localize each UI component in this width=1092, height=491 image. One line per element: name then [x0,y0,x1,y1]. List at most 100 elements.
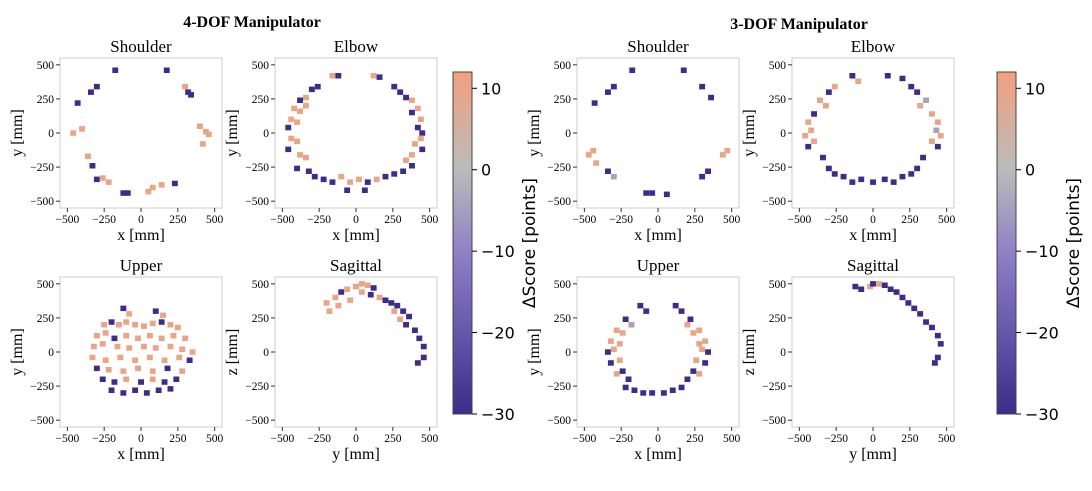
panel-0-3: Sagittal −500 −250 0 250 500 500 250 0 −250 −500 y … [224,256,439,463]
heat-cell [303,154,309,161]
heat-cell [123,332,130,339]
heat-cell [610,83,617,90]
heat-cell [923,319,929,325]
x-tick-label: −500 [55,433,79,445]
heat-cell [294,165,300,172]
heat-cell [370,73,377,79]
heat-cell [143,390,150,396]
heat-cell [146,354,153,361]
heat-cell [294,119,300,125]
heat-cell [70,130,77,136]
heat-cell [149,368,156,374]
heat-cell [631,387,638,393]
heat-cell [285,146,292,153]
heat-cell [610,346,617,352]
y-tick-label: 250 [37,313,55,325]
colorbar-tick-label: 0 [1025,161,1035,180]
heat-cell [149,320,156,327]
heat-cell [400,168,407,174]
heat-cell [937,341,944,347]
heat-cell [90,343,97,350]
y-tick-label: −500 [762,415,786,427]
heat-cell [152,345,159,351]
heat-cell [347,297,354,303]
y-axis-label: y [mm] [741,109,758,157]
heat-cell [323,300,330,306]
heat-cell [376,294,383,301]
heat-cell [158,335,165,342]
y-tick-label: −250 [245,381,269,393]
x-tick-label: 500 [421,214,439,226]
heat-cell [132,357,139,363]
y-tick-label: −500 [30,196,54,208]
heat-cell [637,302,644,309]
heat-cell [179,368,186,374]
x-tick-label: −250 [609,214,633,226]
heat-cell [364,179,371,185]
heat-cell [613,371,620,377]
x-axis-label: y [mm] [332,446,380,463]
heat-cell [870,179,876,185]
panel-frame [576,57,740,209]
heat-cell [696,327,703,333]
heat-cell [344,187,351,193]
heat-cell [182,83,189,90]
heat-cell [93,176,100,183]
heat-cell [412,141,418,147]
heat-cell [884,73,891,79]
heat-cell [934,119,941,125]
heat-cell [288,116,295,123]
heat-cell [409,97,415,103]
heat-cell [138,379,144,385]
y-tick-label: 500 [252,60,270,72]
x-tick-label: 0 [138,214,144,226]
heat-cell [678,308,685,314]
y-tick-label: −500 [547,196,571,208]
heat-cell [696,371,703,377]
heat-cell [805,143,812,150]
heat-cell [135,365,141,372]
y-tick-label: −500 [30,415,54,427]
heat-cell [417,116,424,123]
heat-cell [610,173,617,180]
heat-cell [358,281,365,287]
heat-cell [858,176,865,183]
heat-cell [171,180,178,187]
heat-cell [338,173,345,180]
heat-cell [126,345,133,351]
heat-cell [419,146,426,153]
y-tick-label: 250 [554,313,572,325]
heat-cell [391,171,398,177]
x-tick-label: 0 [655,433,661,445]
heat-cell [329,179,336,185]
x-axis-label: x [mm] [117,446,165,463]
heat-cell [361,187,368,193]
y-axis-label: y [mm] [526,109,543,157]
heat-cell [199,141,206,147]
y-tick-label: 250 [252,94,270,106]
heat-cell [294,138,300,144]
heat-cell [409,109,415,116]
heat-cell [146,332,153,339]
heat-cell [285,124,292,131]
heat-cell [699,173,706,180]
heat-cell [605,349,611,355]
heat-cell [672,302,679,309]
colorbar-tick-label: 10 [1025,79,1045,98]
heat-cell [93,83,100,90]
y-tick-label: −250 [245,162,269,174]
y-tick-label: −250 [547,162,571,174]
heat-cell [114,343,121,350]
heat-cell [335,302,342,309]
heat-cell [409,152,415,158]
heat-cell [173,376,180,382]
heat-cell [802,133,809,139]
y-tick-label: −250 [547,381,571,393]
x-tick-label: −500 [572,433,596,445]
heat-cell [929,138,935,144]
x-tick-label: −500 [572,214,596,226]
y-tick-label: 500 [554,60,572,72]
heat-cell [917,103,924,109]
heat-cell [158,182,165,188]
